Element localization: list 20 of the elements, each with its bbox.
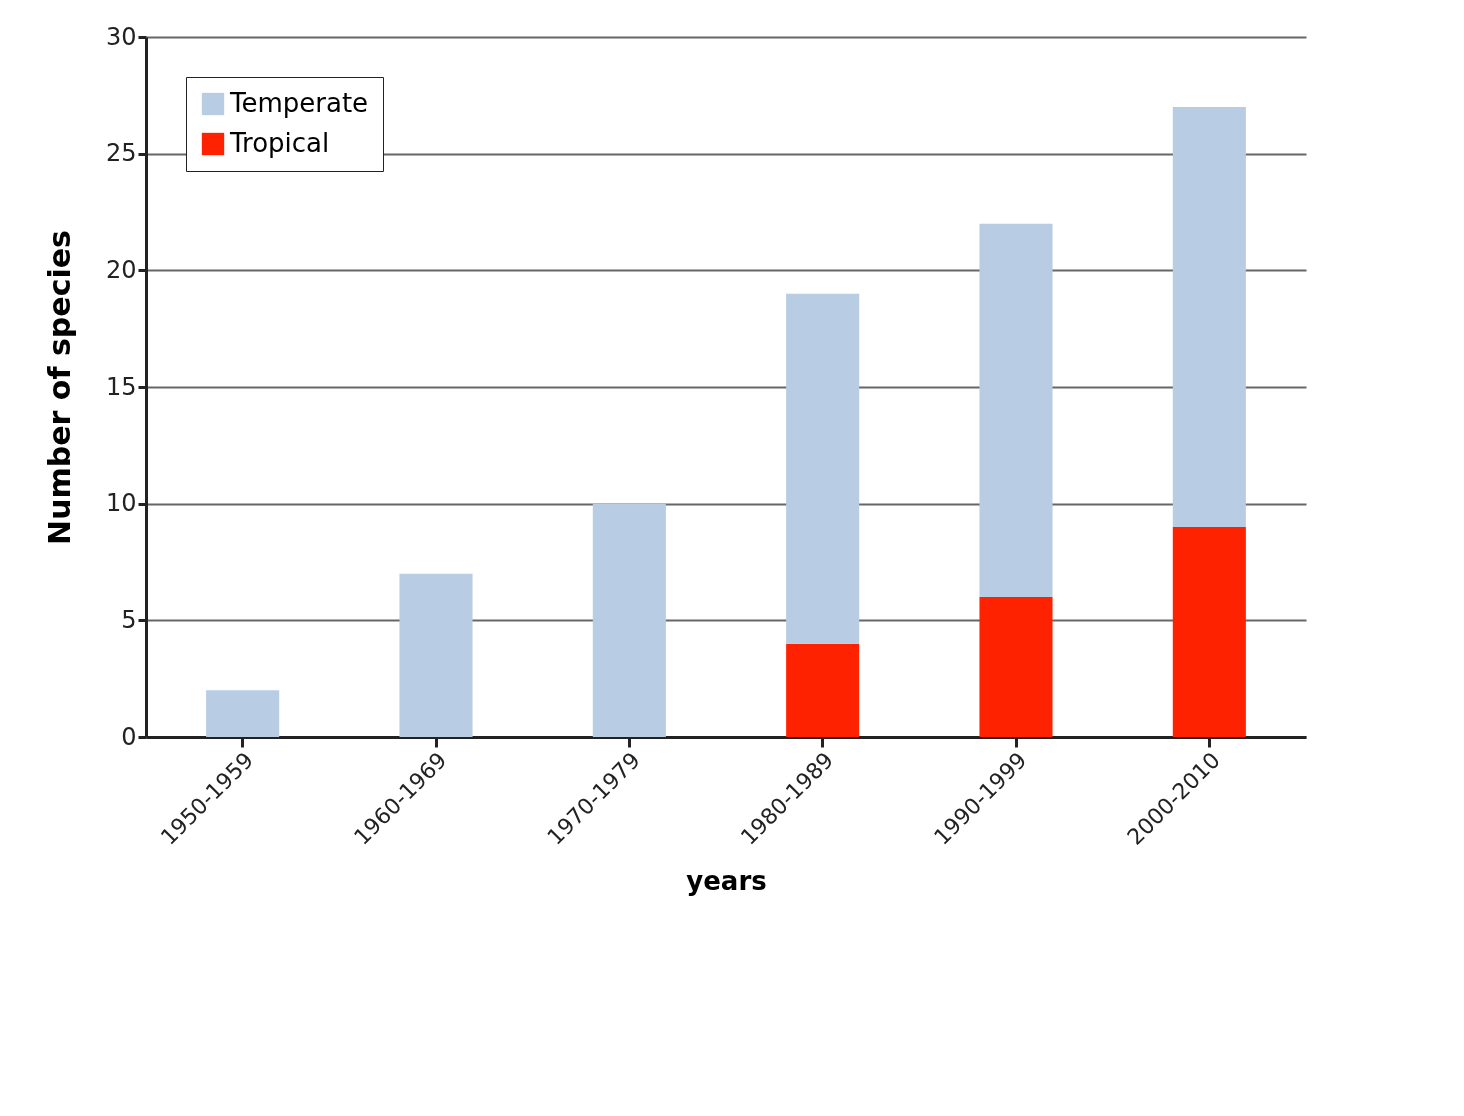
bar	[786, 643, 860, 737]
y-tick-label: 0	[121, 722, 137, 751]
bar	[979, 597, 1053, 737]
legend-label: Tropical	[229, 128, 330, 158]
bar	[206, 690, 280, 737]
bar	[786, 293, 860, 644]
bar	[399, 573, 473, 737]
bar	[1172, 107, 1246, 527]
bar	[979, 223, 1053, 597]
y-axis-title: Number of species	[41, 230, 77, 545]
y-tick-label: 25	[105, 139, 137, 168]
y-tick-label: 10	[105, 489, 137, 518]
y-tick-label: 5	[121, 605, 137, 634]
y-tick-label: 20	[105, 255, 137, 284]
x-axis-title: years	[686, 866, 767, 897]
y-tick-label: 15	[105, 372, 137, 401]
bar	[1172, 527, 1246, 737]
legend-label: Temperate	[229, 88, 369, 118]
bar	[592, 503, 666, 737]
y-tick-label: 30	[105, 22, 137, 51]
